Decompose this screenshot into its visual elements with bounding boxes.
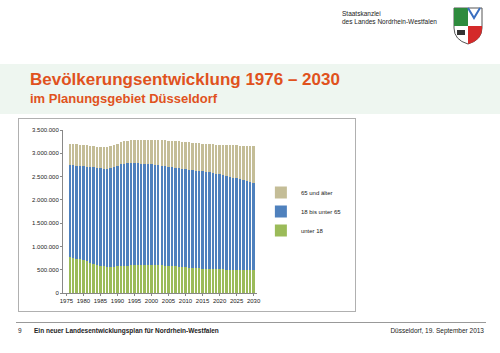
html-text:des Landes Nordrhein-Westfalen: des Landes Nordrhein-Westfalen bbox=[342, 18, 437, 25]
svg-text:1985: 1985 bbox=[94, 298, 108, 304]
svg-text:3.500.000: 3.500.000 bbox=[32, 127, 59, 133]
svg-text:1975: 1975 bbox=[60, 298, 74, 304]
svg-text:2020: 2020 bbox=[213, 298, 227, 304]
svg-text:18 bis unter 65: 18 bis unter 65 bbox=[301, 209, 341, 215]
html-text:im Planungsgebiet Düsseldorf: im Planungsgebiet Düsseldorf bbox=[30, 91, 218, 106]
svg-text:2005: 2005 bbox=[162, 298, 176, 304]
svg-text:1995: 1995 bbox=[128, 298, 142, 304]
svg-text:2.000.000: 2.000.000 bbox=[32, 197, 59, 203]
svg-text:2.500.000: 2.500.000 bbox=[32, 174, 59, 180]
svg-text:2010: 2010 bbox=[179, 298, 193, 304]
svg-text:1990: 1990 bbox=[111, 298, 125, 304]
svg-text:500.000: 500.000 bbox=[37, 267, 59, 273]
svg-text:3.000.000: 3.000.000 bbox=[32, 150, 59, 156]
svg-text:1.000.000: 1.000.000 bbox=[32, 244, 59, 250]
html-text:9: 9 bbox=[18, 327, 22, 334]
html-text:Bevölkerungsentwicklung 1976 –: Bevölkerungsentwicklung 1976 – 2030 bbox=[30, 70, 340, 89]
svg-text:2030: 2030 bbox=[247, 298, 261, 304]
svg-text:2000: 2000 bbox=[145, 298, 159, 304]
svg-text:2015: 2015 bbox=[196, 298, 210, 304]
svg-text:unter 18: unter 18 bbox=[301, 228, 324, 234]
svg-text:2025: 2025 bbox=[230, 298, 244, 304]
svg-text:0: 0 bbox=[55, 290, 59, 296]
html-text:Düsseldorf, 19. September 2013: Düsseldorf, 19. September 2013 bbox=[390, 327, 484, 334]
svg-text:1.500.000: 1.500.000 bbox=[32, 220, 59, 226]
svg-text:1980: 1980 bbox=[77, 298, 91, 304]
html-text:Staatskanzlei: Staatskanzlei bbox=[342, 10, 381, 17]
html-text:Ein neuer Landesentwicklungspl: Ein neuer Landesentwicklungsplan für Nor… bbox=[34, 327, 219, 334]
svg-text:65 und älter: 65 und älter bbox=[301, 190, 333, 196]
